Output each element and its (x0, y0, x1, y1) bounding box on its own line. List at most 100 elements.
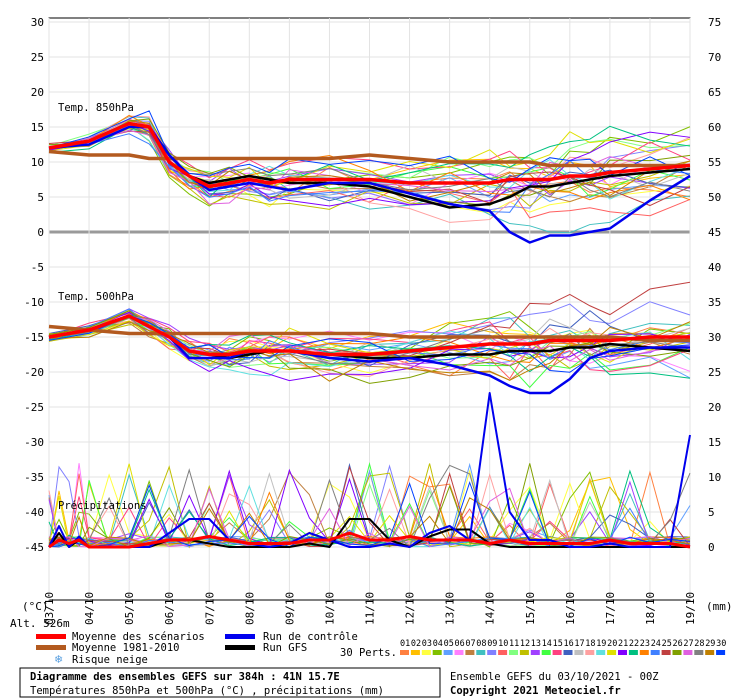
left-tick-label: -5 (31, 261, 44, 274)
t850-mean-scenarios-line (48, 121, 691, 189)
date-axis-ticks: 03/10 04/10 05/10 06/10 07/10 08/10 09/10 10/10… (43, 592, 697, 625)
run-info: Ensemble GEFS du 03/10/2021 - 00Z (450, 671, 659, 683)
pert-swatch (509, 650, 518, 655)
snowflake-icon: ❄ (54, 653, 63, 666)
right-tick-label: 50 (708, 191, 721, 204)
pert-number: 14 (542, 639, 552, 649)
t850-perturbation-04 (48, 125, 691, 207)
t850-control-run-line (48, 125, 691, 244)
pert-swatch (400, 650, 409, 655)
date-tick-label: 19/10 (684, 592, 697, 625)
pert-number: 26 (673, 639, 683, 649)
unit-right: (mm) (706, 600, 733, 613)
pert-number: 17 (574, 639, 584, 649)
unit-left: (°C) (22, 600, 49, 613)
series-layer (48, 110, 691, 549)
pert-number: 06 (455, 639, 465, 649)
right-tick-label: 40 (708, 261, 721, 274)
label-t850: Temp. 850hPa (58, 102, 134, 114)
t850-perturbation-12 (48, 127, 691, 210)
pert-number: 07 (465, 639, 475, 649)
date-tick-label: 11/10 (364, 592, 377, 625)
left-tick-label: -35 (24, 471, 44, 484)
pert-number: 20 (607, 639, 617, 649)
date-tick-label: 08/10 (243, 592, 256, 625)
pert-swatch (694, 650, 704, 655)
pert-swatch (672, 650, 682, 655)
legend-swatch-mean-1981-2010 (36, 645, 66, 650)
pert-swatch (465, 650, 475, 655)
pert-number: 03 (422, 639, 432, 649)
left-tick-label: 20 (31, 86, 44, 99)
pert-swatch (596, 650, 606, 655)
right-tick-label: 20 (708, 401, 721, 414)
legend-swatch-gfs-run (225, 645, 255, 650)
pert-swatch (498, 650, 508, 655)
precip-perturbation-28 (48, 464, 691, 548)
left-tick-label: -30 (24, 436, 44, 449)
right-tick-label: 10 (708, 471, 721, 484)
footer-title: Diagramme des ensembles GEFS sur 384h : … (30, 671, 340, 683)
grid-lines (48, 18, 691, 600)
right-tick-label: 45 (708, 226, 721, 239)
left-axis-ticks: 30 25 20 15 10 5 0 -5 -10 -15 -20 -25 -30 -35 -40 -45 (24, 16, 44, 554)
pert-number: 05 (444, 639, 454, 649)
pert-number: 10 (498, 639, 508, 649)
left-tick-label: -20 (24, 366, 44, 379)
left-tick-label: -25 (24, 401, 44, 414)
pert-swatch (487, 650, 497, 655)
date-tick-label: 16/10 (564, 592, 577, 625)
copyright: Copyright 2021 Meteociel.fr (450, 685, 621, 697)
pert-number: 12 (520, 639, 530, 649)
pert-number: 13 (531, 639, 541, 649)
pert-swatch (705, 650, 715, 655)
footer-subtitle: Températures 850hPa et 500hPa (°C) , pré… (30, 685, 384, 697)
pert-swatch (454, 650, 464, 655)
pert-number: 19 (596, 639, 606, 649)
t500-perturbation-21 (48, 311, 691, 382)
left-tick-label: -45 (24, 541, 44, 554)
pert-number: 18 (585, 639, 595, 649)
label-t500: Temp. 500hPa (58, 291, 134, 303)
right-tick-label: 35 (708, 296, 721, 309)
left-tick-label: 10 (31, 156, 44, 169)
legend-swatch-control-run (225, 634, 255, 639)
date-tick-label: 10/10 (323, 592, 336, 625)
legend-perts-label: 30 Perts. (340, 647, 397, 659)
pert-swatch (716, 650, 726, 655)
left-tick-label: 30 (31, 16, 44, 29)
pert-swatch (628, 650, 638, 655)
date-tick-label: 12/10 (404, 592, 417, 625)
pert-swatch (410, 650, 420, 655)
label-precip: Précipitations (58, 500, 147, 512)
t850-perturbation-24 (48, 133, 691, 213)
left-tick-label: 25 (31, 51, 44, 64)
pert-swatch (650, 650, 660, 655)
t500-perturbation-15 (48, 313, 691, 372)
pert-number: 23 (640, 639, 650, 649)
pert-number: 21 (618, 639, 628, 649)
pert-number: 22 (629, 639, 639, 649)
pert-number: 09 (487, 639, 497, 649)
precip-perturbation-22 (48, 469, 691, 548)
pert-swatch (530, 650, 540, 655)
pert-swatch (661, 650, 671, 655)
pert-number: 25 (662, 639, 672, 649)
precip-mean-scenarios-line (48, 531, 691, 549)
pert-swatch (552, 650, 562, 655)
date-tick-label: 13/10 (444, 592, 457, 625)
left-tick-label: 15 (31, 121, 44, 134)
pert-swatch (443, 650, 453, 655)
right-tick-label: 65 (708, 86, 721, 99)
pert-number: 27 (683, 639, 693, 649)
legend-mean-scenarios: Moyenne des scénarios (72, 631, 205, 643)
pert-number: 15 (553, 639, 563, 649)
left-tick-label: -15 (24, 331, 44, 344)
pert-number: 08 (476, 639, 486, 649)
altitude-label: Alt. 526m (10, 617, 70, 630)
pert-swatch (607, 650, 617, 655)
pert-swatch (618, 650, 627, 655)
pert-swatch (432, 650, 442, 655)
pert-swatch (476, 650, 486, 655)
